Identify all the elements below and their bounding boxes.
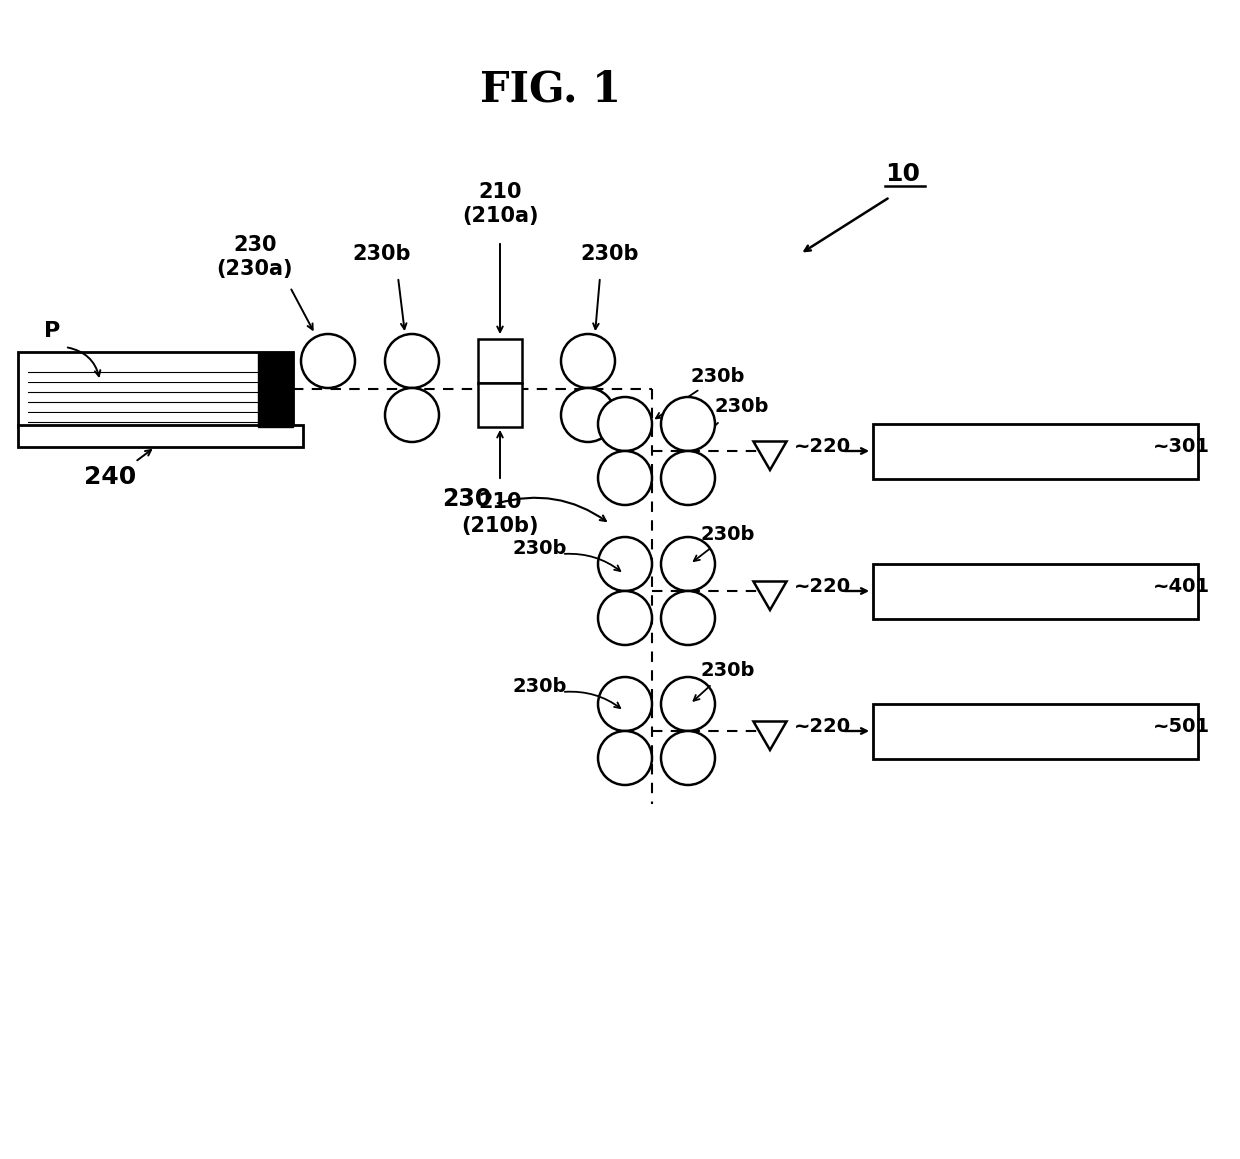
Text: ~501: ~501 (1153, 717, 1210, 736)
Text: 230b: 230b (701, 662, 754, 680)
Bar (258, 352, 293, 427)
Bar (477, 382, 522, 427)
Circle shape (598, 591, 652, 646)
Circle shape (598, 537, 652, 591)
Text: 230b: 230b (512, 539, 567, 559)
Circle shape (661, 677, 715, 731)
Text: ~220: ~220 (794, 437, 851, 457)
Circle shape (661, 731, 715, 785)
Text: 210
(210a): 210 (210a) (461, 182, 538, 226)
Text: ~301: ~301 (1153, 437, 1210, 457)
Text: 10: 10 (885, 162, 920, 185)
Circle shape (661, 398, 715, 451)
Text: 230: 230 (441, 487, 491, 511)
Circle shape (598, 398, 652, 451)
Text: 230b: 230b (715, 398, 769, 416)
Text: ~220: ~220 (794, 717, 851, 736)
Text: P: P (43, 321, 60, 341)
Text: 230b: 230b (580, 245, 640, 264)
Text: 230b: 230b (352, 245, 412, 264)
Circle shape (560, 334, 615, 388)
Bar (19, 352, 293, 427)
Circle shape (384, 388, 439, 442)
Circle shape (598, 451, 652, 505)
Circle shape (661, 451, 715, 505)
Bar (873, 704, 1198, 758)
Circle shape (560, 388, 615, 442)
Bar (873, 563, 1198, 619)
Bar (19, 425, 303, 447)
Text: 230b: 230b (701, 525, 754, 544)
Text: ~401: ~401 (1153, 577, 1210, 597)
Text: FIG. 1: FIG. 1 (480, 70, 620, 111)
Text: 240: 240 (84, 465, 136, 489)
Text: 230
(230a): 230 (230a) (217, 235, 293, 278)
Circle shape (661, 591, 715, 646)
Circle shape (384, 334, 439, 388)
Text: 230b: 230b (512, 678, 567, 697)
Circle shape (301, 334, 355, 388)
Text: 210
(210b): 210 (210b) (461, 493, 538, 535)
Circle shape (598, 731, 652, 785)
Bar (477, 338, 522, 382)
Text: ~220: ~220 (794, 577, 851, 597)
Bar (873, 423, 1198, 479)
Text: 230b: 230b (689, 367, 744, 386)
Circle shape (661, 537, 715, 591)
Circle shape (598, 677, 652, 731)
